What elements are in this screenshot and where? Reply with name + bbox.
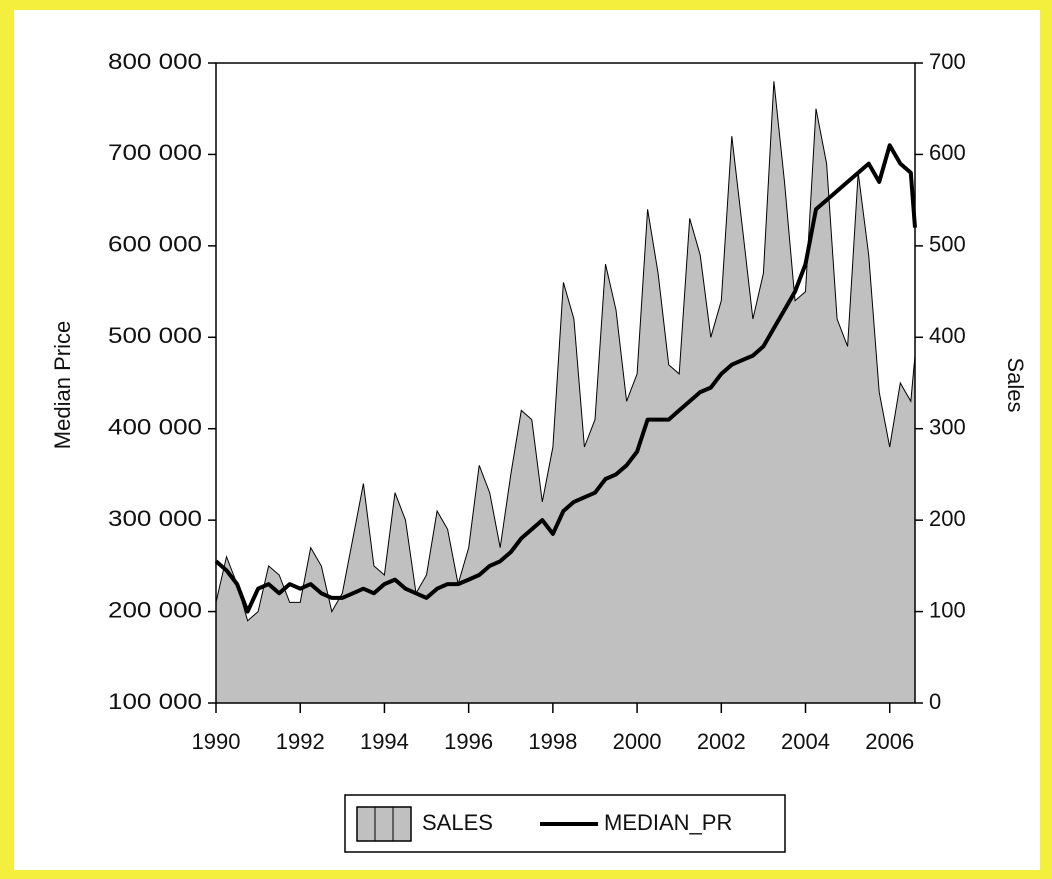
y-tick-label: 700 000	[108, 140, 202, 165]
y-tick-label: 800 000	[108, 49, 202, 74]
legend-label: MEDIAN_PR	[604, 810, 732, 835]
x-tick-label: 2006	[865, 729, 914, 754]
y-axis-label: Median Price	[50, 321, 75, 449]
price-line	[214, 143, 917, 614]
y2-tick-label: 300	[929, 415, 966, 440]
x-tick-label: 1990	[192, 729, 241, 754]
y-tick-label: 500 000	[108, 323, 202, 348]
y2-tick-label: 700	[929, 49, 966, 74]
x-tick-label: 1996	[444, 729, 493, 754]
y2-axis-label: Sales	[1003, 357, 1028, 412]
y-tick-label: 100 000	[108, 689, 202, 714]
x-tick-label: 2000	[613, 729, 662, 754]
y2-tick-label: 400	[929, 323, 966, 348]
x-tick-label: 2004	[781, 729, 830, 754]
x-tick-label: 1994	[360, 729, 409, 754]
y-tick-label: 600 000	[108, 232, 202, 257]
y2-tick-label: 200	[929, 506, 966, 531]
x-tick-label: 1998	[528, 729, 577, 754]
y2-tick-label: 600	[929, 140, 966, 165]
x-tick-label: 2002	[697, 729, 746, 754]
y2-tick-label: 500	[929, 232, 966, 257]
y-tick-label: 300 000	[108, 506, 202, 531]
legend-label: SALES	[422, 810, 493, 835]
y-tick-label: 400 000	[108, 415, 202, 440]
x-tick-label: 1992	[276, 729, 325, 754]
y-tick-label: 200 000	[108, 597, 202, 622]
y2-tick-label: 100	[929, 597, 966, 622]
y2-tick-label: 0	[929, 689, 941, 714]
legend-swatch	[356, 806, 412, 842]
plot-frame	[215, 62, 916, 704]
